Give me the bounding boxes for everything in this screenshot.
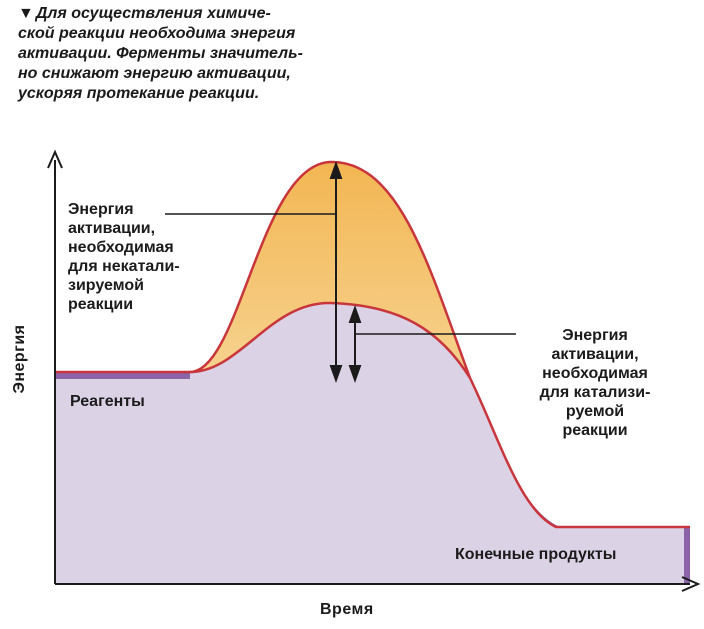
catalyzed-area [55,302,684,584]
y-axis-title: Энергия [11,324,28,394]
x-axis-title: Время [320,601,374,618]
figure-caption: ▼ Для осуществления химиче- ской реакции … [18,4,358,104]
catalyzed-curve [189,301,472,379]
reactants-label: Реагенты [70,393,145,410]
reactant-level-edge [55,372,190,379]
catalyzed-activation-label: Энергия активации, необходимая для катал… [539,327,651,439]
caption-text: Для осуществления химиче- ской реакции н… [18,5,303,102]
caption-marker: ▼ [18,5,34,22]
uncatalyzed-activation-label: Энергия активации, необходимая для некат… [68,201,180,313]
y-axis-arrow [47,149,63,169]
products-label: Конечные продукты [455,546,617,563]
uncatalyzed-area [55,161,480,400]
catalyzed-activation-arrow [348,305,362,383]
uncatalyzed-activation-arrow [329,161,343,383]
x-axis-arrow [681,576,701,592]
uncatalyzed-curve [55,160,690,529]
